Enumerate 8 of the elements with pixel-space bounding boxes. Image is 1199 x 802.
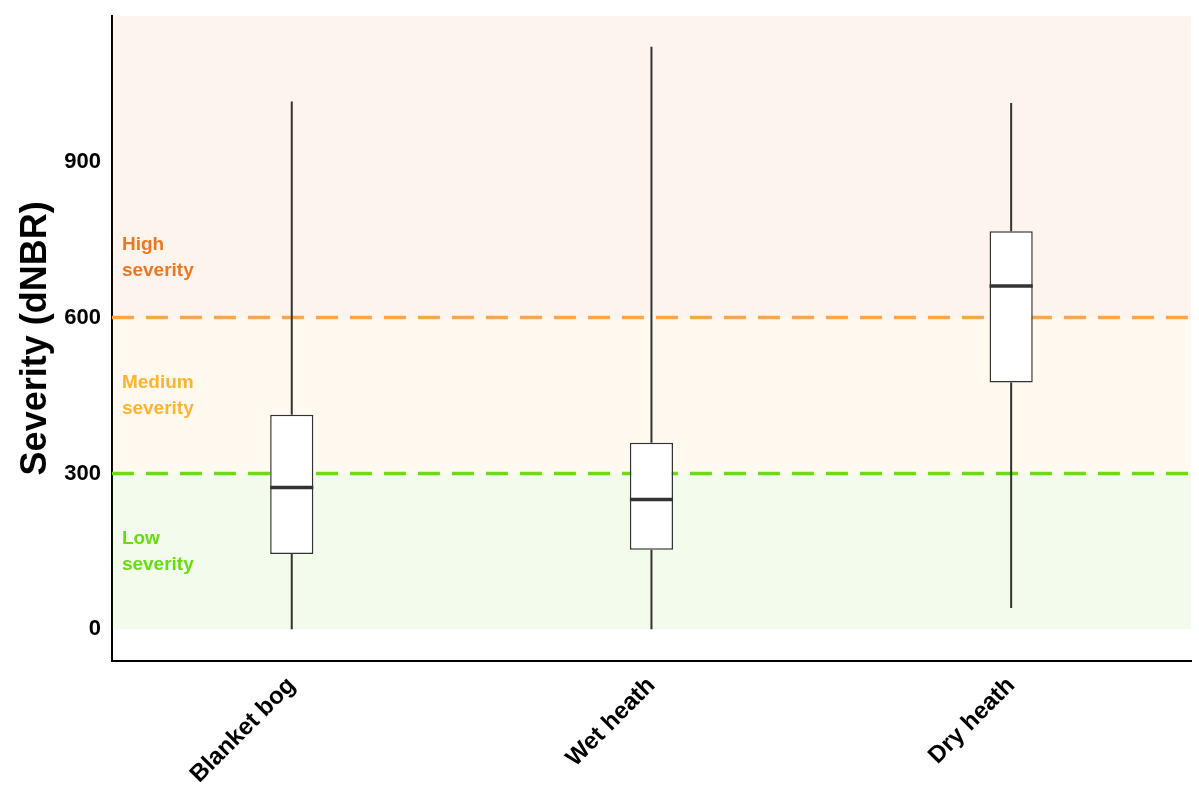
y-tick-label: 600 [64,303,101,329]
y-tick-label: 300 [64,459,101,485]
band-label: High severity [121,232,195,280]
band-label: Medium severity [121,370,195,418]
band-label: Low severity [121,526,195,574]
y-tick-label: 900 [64,147,101,173]
y-tick-label: 0 [88,615,101,641]
y-axis-title: Severity (dNBR) [12,201,54,476]
